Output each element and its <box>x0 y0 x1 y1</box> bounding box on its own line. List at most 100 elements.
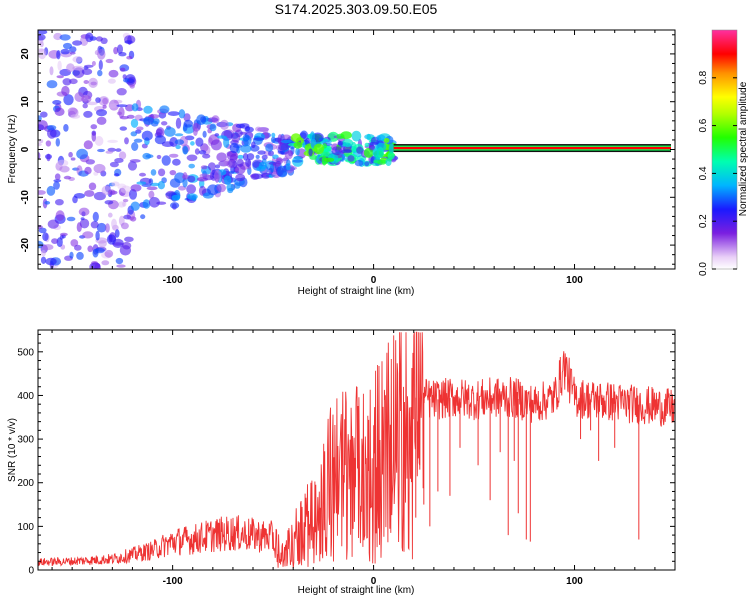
spectrogram-blob <box>271 132 276 138</box>
colorbar-ticks: 0.0 0.2 0.4 0.6 0.8 <box>698 70 737 276</box>
spectrogram-blob <box>186 154 198 162</box>
spectrogram-blob <box>130 201 140 211</box>
spectrogram-blob <box>129 84 135 89</box>
spectrogram-blob <box>295 147 300 156</box>
spectrogram-blob <box>198 150 207 155</box>
spectrogram-blob <box>38 115 42 122</box>
spectrogram-blob <box>167 111 180 116</box>
spectrogram-blob <box>108 189 116 196</box>
spectrogram-blob <box>96 222 107 233</box>
spectrogram-blob <box>69 251 74 259</box>
x-tick-label: -100 <box>163 275 183 286</box>
spectrogram-blob <box>265 143 274 152</box>
spectrogram-blob <box>368 145 376 151</box>
spectrogram-blob <box>55 210 65 221</box>
spectrogram-blob <box>183 119 193 128</box>
spectrogram-blob <box>210 139 222 151</box>
spectrogram-blob <box>38 152 41 160</box>
spectrogram-blob <box>255 154 260 159</box>
spectrogram-blob <box>159 105 170 114</box>
x-tick-label: 0 <box>371 576 377 587</box>
spectrogram-blob <box>63 42 72 50</box>
spectrogram-blob <box>118 151 127 160</box>
spectrogram-blob <box>277 134 283 145</box>
spectrogram-blob <box>217 135 227 139</box>
snr-panel: -100 0 100 0 100 200 300 400 500 Height of strai… <box>7 329 676 596</box>
spectrogram-blob <box>101 260 110 266</box>
spectrogram-blob <box>38 30 48 35</box>
spectrogram-blob <box>323 157 335 162</box>
spectrogram-blob <box>120 222 129 230</box>
spectrogram-blob <box>53 181 60 190</box>
spectrogram-blob <box>182 172 188 181</box>
spectrogram-blob <box>107 139 118 143</box>
spectrogram-blob <box>87 245 93 253</box>
spectrogram-blob <box>242 153 249 161</box>
spectrogram-blob <box>226 150 239 161</box>
spectrogram-blob <box>66 63 75 73</box>
spectrogram-blob <box>161 141 174 148</box>
spectrogram-blob <box>388 143 395 154</box>
spectrogram-blob <box>105 223 110 233</box>
spectrogram-marks <box>38 30 671 269</box>
spectrogram-blob <box>309 131 315 142</box>
spectrogram-blob <box>135 129 142 134</box>
spectrogram-blob <box>88 182 97 191</box>
spectrogram-blob <box>363 147 374 158</box>
spectrogram-blob <box>69 78 78 85</box>
spectrogram-blob <box>272 162 281 167</box>
spectrogram-blob <box>51 238 59 245</box>
spectrogram-blob <box>62 78 72 86</box>
spectrogram-blob <box>70 239 79 247</box>
spectrogram-blob <box>131 103 139 112</box>
spectrogram-blob <box>143 105 153 114</box>
spectrogram-blob <box>143 116 155 125</box>
spectrogram-blob <box>376 159 387 165</box>
spectrogram-blob <box>124 236 134 242</box>
spectrogram-blob <box>284 149 293 160</box>
spectrogram-blob <box>200 165 208 170</box>
spectrogram-blob <box>78 207 90 216</box>
spectrogram-blob <box>55 138 60 147</box>
spectrogram-blob <box>255 126 262 132</box>
spectrogram-blob <box>124 40 133 44</box>
spectrogram-blob <box>364 161 370 167</box>
spectrogram-blob <box>38 120 48 131</box>
spectrogram-blob <box>80 217 85 221</box>
spectrogram-blob <box>56 159 69 167</box>
snr-series-line <box>38 331 675 569</box>
spectrogram-blob <box>157 181 165 190</box>
spectrogram-blob <box>216 152 227 162</box>
spectrogram-blob <box>118 107 125 118</box>
spectrogram-blob <box>246 153 255 161</box>
spectrogram-blob <box>115 257 124 265</box>
spectrogram-blob <box>60 232 68 237</box>
spectrogram-blob <box>84 190 95 197</box>
spectrogram-blob <box>198 177 206 182</box>
spectrogram-blob <box>251 141 256 149</box>
y-tick-label: -20 <box>20 237 31 252</box>
spectrogram-blob <box>158 168 166 177</box>
spectrogram-blob <box>215 164 221 169</box>
spectrogram-blob <box>153 118 160 125</box>
spectrogram-blob <box>169 153 179 158</box>
spectrogram-blob <box>198 185 207 196</box>
spectrogram-blob <box>59 34 71 41</box>
y-tick-label: -10 <box>20 190 31 205</box>
ridge-core <box>393 146 671 150</box>
spectrogram-blob <box>131 142 139 151</box>
spectrogram-blob <box>97 69 103 77</box>
spectrogram-blob <box>337 141 344 146</box>
spectrogram-blob <box>130 131 138 137</box>
spectrogram-blob <box>175 117 182 129</box>
spectrogram-blob <box>119 116 129 120</box>
spectrogram-blob <box>95 36 103 42</box>
spectrogram-blob <box>93 191 106 201</box>
spectrogram-blob <box>219 119 229 130</box>
spectrogram-blob <box>72 65 84 71</box>
spectrogram-blob <box>341 149 353 154</box>
spectrogram-blob <box>373 159 379 164</box>
spectrogram-blob <box>320 139 332 144</box>
spectrogram-blob <box>102 104 107 109</box>
spectrogram-blob <box>95 230 100 241</box>
